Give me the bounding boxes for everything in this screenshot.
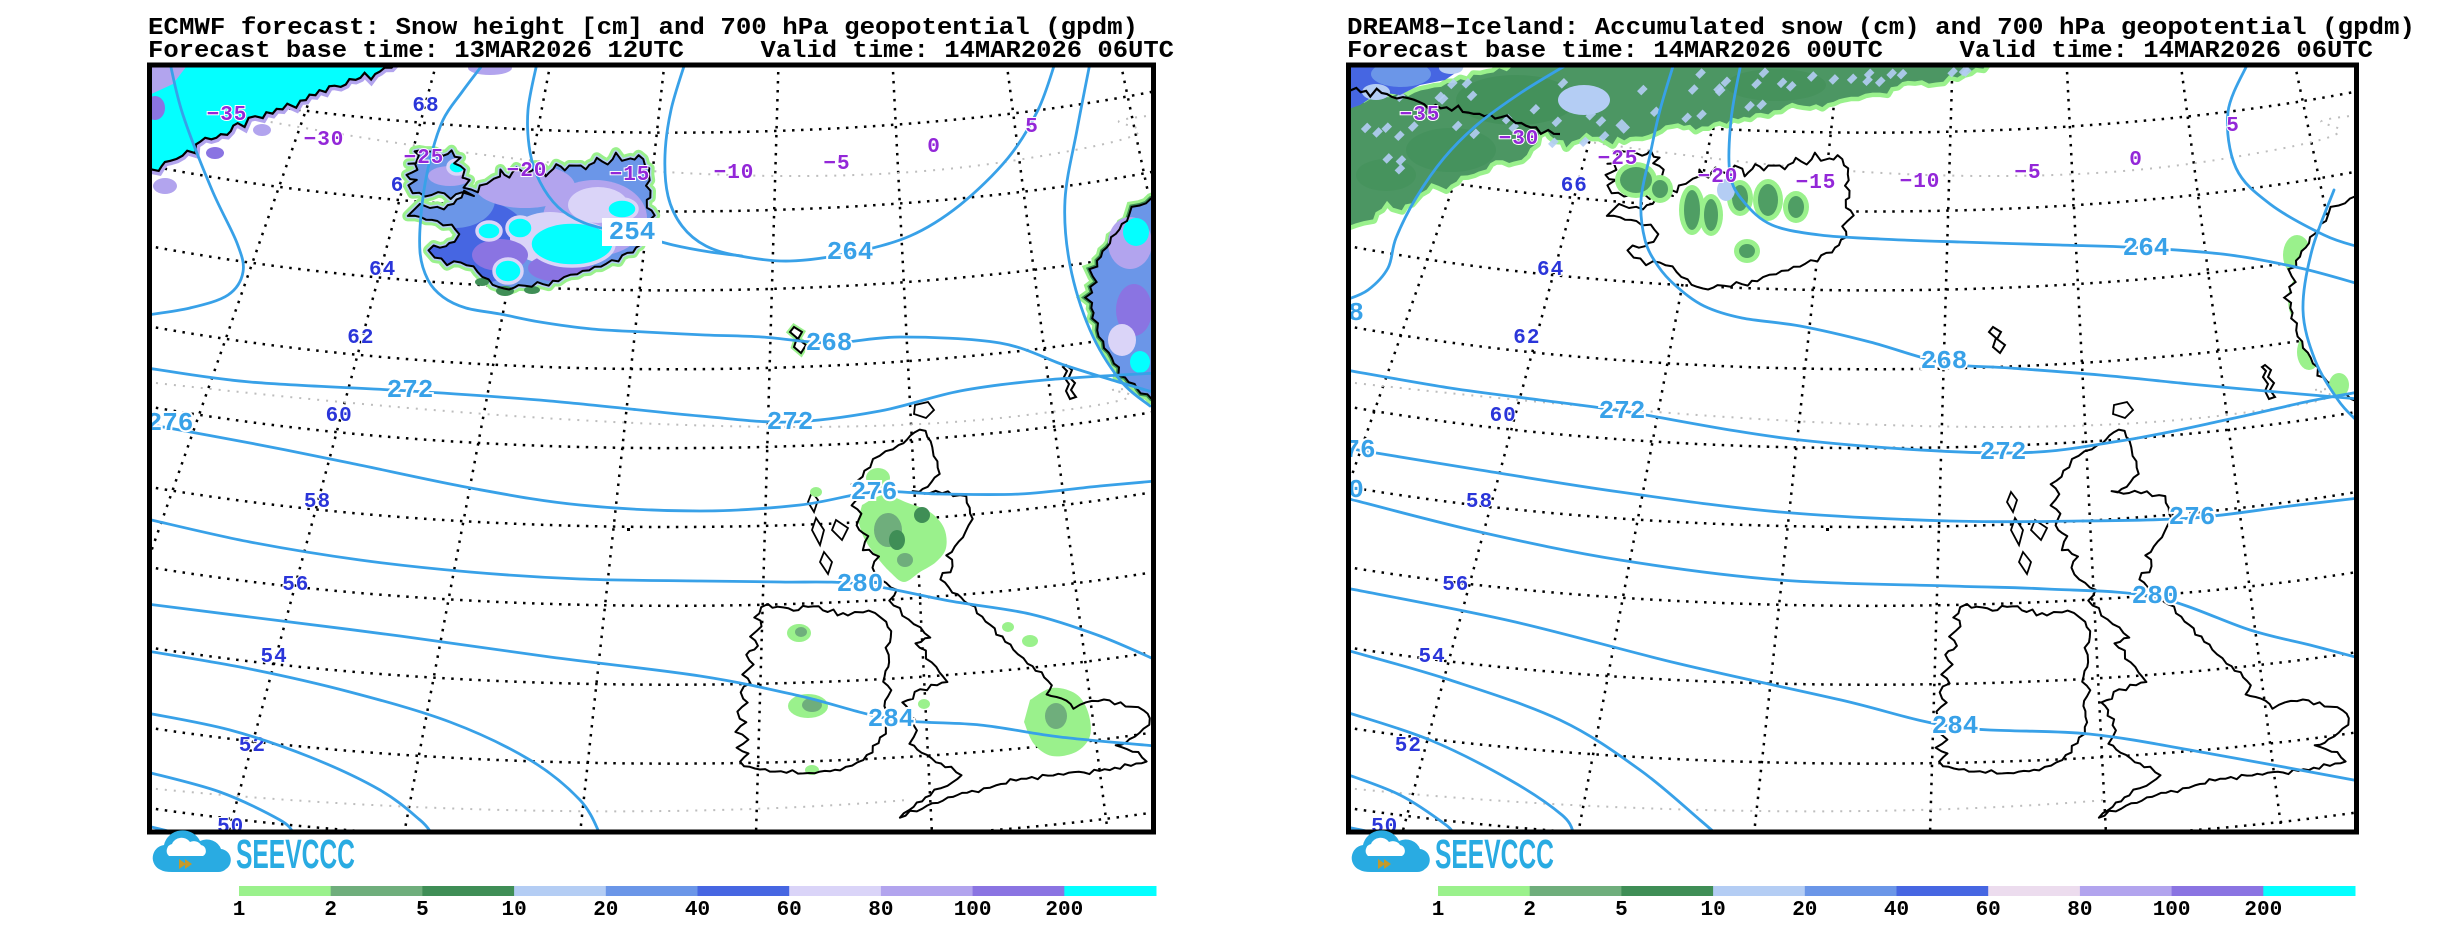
svg-text:40: 40	[1884, 899, 1909, 922]
svg-text:284: 284	[1932, 711, 1979, 741]
svg-text:254: 254	[609, 217, 656, 247]
svg-text:276: 276	[2169, 502, 2216, 532]
svg-text:Forecast base time: 13MAR2026: Forecast base time: 13MAR2026 12UTC Vali…	[148, 38, 1174, 65]
svg-text:54: 54	[1418, 646, 1445, 669]
svg-text:272: 272	[767, 407, 814, 437]
svg-text:50: 50	[1371, 816, 1398, 839]
svg-text:268: 268	[806, 328, 853, 358]
svg-text:−15: −15	[610, 164, 651, 187]
svg-text:60: 60	[1976, 899, 2001, 922]
svg-text:60: 60	[326, 405, 353, 428]
svg-text:−35: −35	[207, 104, 248, 127]
svg-text:76: 76	[1344, 435, 1375, 465]
svg-text:62: 62	[1513, 327, 1540, 350]
svg-text:−5: −5	[823, 153, 850, 176]
svg-text:284: 284	[868, 704, 915, 734]
svg-text:−20: −20	[507, 160, 548, 183]
svg-text:SEEVCCC: SEEVCCC	[1435, 832, 1554, 878]
svg-text:66: 66	[1561, 175, 1588, 198]
svg-text:ECMWF forecast: Snow height [c: ECMWF forecast: Snow height [cm] and 700…	[148, 15, 1138, 42]
svg-text:264: 264	[827, 237, 874, 267]
svg-text:54: 54	[260, 646, 287, 669]
svg-text:62: 62	[347, 327, 374, 350]
svg-text:5: 5	[1615, 899, 1628, 922]
svg-text:58: 58	[1466, 491, 1493, 514]
svg-text:−25: −25	[1598, 148, 1639, 171]
svg-text:0: 0	[2129, 149, 2143, 172]
svg-text:200: 200	[1045, 899, 1083, 922]
svg-text:1: 1	[1432, 899, 1445, 922]
svg-text:60: 60	[1490, 405, 1517, 428]
svg-text:−5: −5	[2014, 162, 2041, 185]
svg-text:DREAM8−Iceland: Accumulated sn: DREAM8−Iceland: Accumulated snow (cm) an…	[1347, 15, 2415, 42]
svg-text:5: 5	[2226, 115, 2240, 138]
svg-text:272: 272	[1980, 437, 2027, 467]
svg-text:58: 58	[304, 491, 331, 514]
svg-text:68: 68	[412, 95, 439, 118]
svg-text:−20: −20	[1698, 166, 1739, 189]
svg-text:5: 5	[416, 899, 429, 922]
svg-text:40: 40	[685, 899, 710, 922]
svg-text:0: 0	[1348, 475, 1364, 505]
svg-text:200: 200	[2244, 899, 2282, 922]
svg-text:2: 2	[1523, 899, 1536, 922]
svg-text:52: 52	[1395, 735, 1422, 758]
svg-text:80: 80	[2067, 899, 2092, 922]
svg-text:272: 272	[1599, 396, 1646, 426]
svg-text:20: 20	[1792, 899, 1817, 922]
svg-text:100: 100	[954, 899, 992, 922]
svg-text:280: 280	[2132, 581, 2179, 611]
svg-text:Forecast base time: 14MAR2026: Forecast base time: 14MAR2026 00UTC Vali…	[1347, 38, 2373, 65]
svg-text:264: 264	[2123, 233, 2170, 263]
svg-text:5: 5	[1025, 116, 1039, 139]
svg-text:−15: −15	[1796, 172, 1837, 195]
svg-text:2: 2	[324, 899, 337, 922]
svg-text:60: 60	[777, 899, 802, 922]
svg-text:64: 64	[369, 259, 396, 282]
svg-text:280: 280	[837, 569, 884, 599]
svg-text:50: 50	[217, 816, 244, 839]
svg-text:20: 20	[593, 899, 618, 922]
svg-text:−10: −10	[714, 162, 755, 185]
svg-text:10: 10	[501, 899, 526, 922]
svg-text:64: 64	[1537, 259, 1564, 282]
svg-text:8: 8	[1348, 298, 1364, 328]
svg-text:100: 100	[2153, 899, 2191, 922]
svg-text:1: 1	[233, 899, 246, 922]
svg-text:10: 10	[1700, 899, 1725, 922]
svg-text:56: 56	[282, 574, 309, 597]
svg-text:272: 272	[387, 375, 434, 405]
svg-text:−30: −30	[1499, 128, 1540, 151]
svg-text:SEEVCCC: SEEVCCC	[236, 832, 355, 878]
svg-text:0: 0	[927, 136, 941, 159]
svg-text:−35: −35	[1400, 104, 1441, 127]
svg-text:−10: −10	[1900, 171, 1941, 194]
svg-text:80: 80	[868, 899, 893, 922]
svg-text:−30: −30	[304, 129, 345, 152]
svg-text:276: 276	[147, 408, 194, 438]
svg-text:276: 276	[851, 477, 898, 507]
svg-text:268: 268	[1921, 346, 1968, 376]
svg-text:56: 56	[1442, 574, 1469, 597]
svg-text:−25: −25	[404, 147, 445, 170]
